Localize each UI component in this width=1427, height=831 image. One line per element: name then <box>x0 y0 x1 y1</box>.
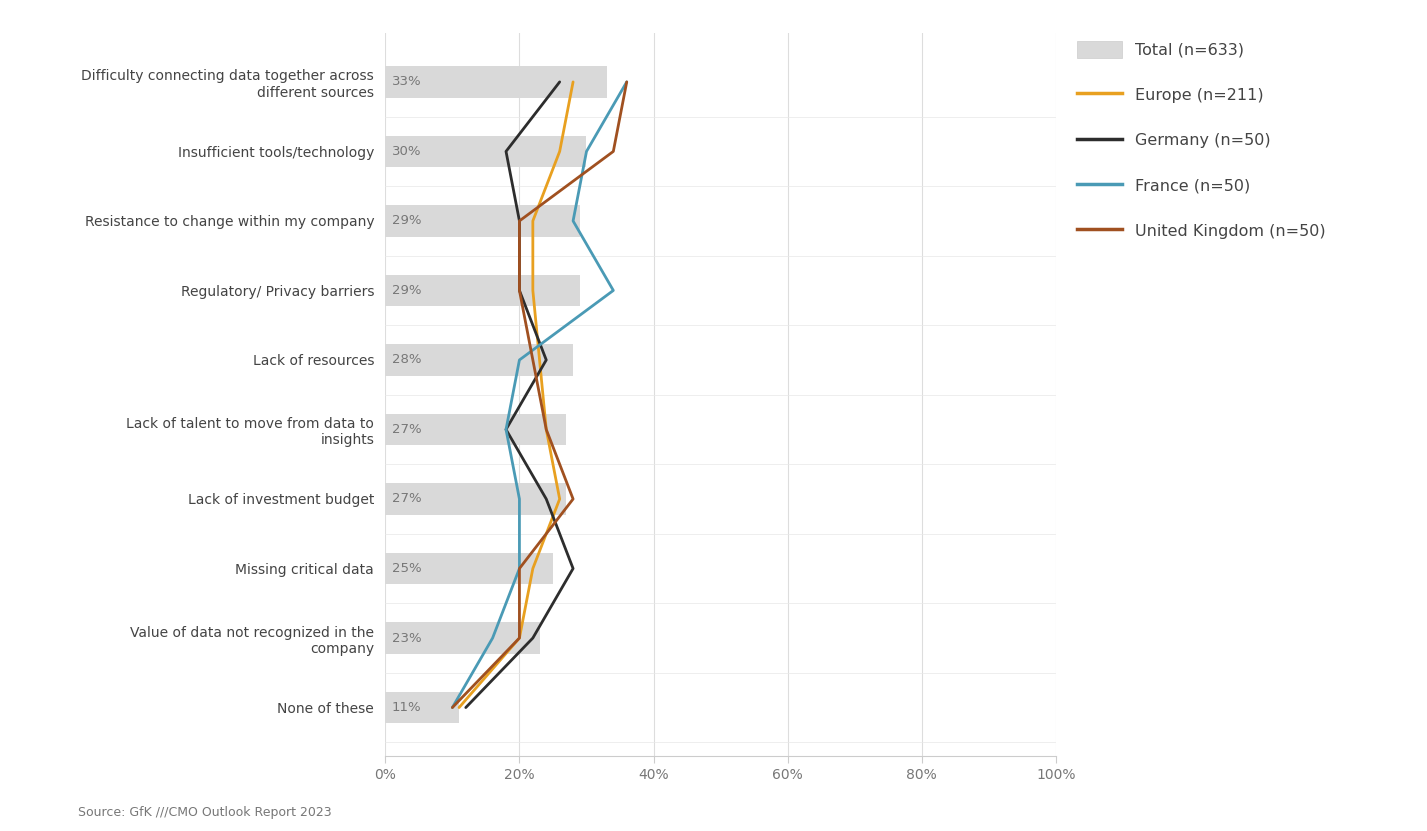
Text: 29%: 29% <box>392 284 421 297</box>
Bar <box>385 622 539 654</box>
Bar <box>385 414 567 445</box>
Text: 25%: 25% <box>392 562 421 575</box>
Text: Source: GfK ///CMO Outlook Report 2023: Source: GfK ///CMO Outlook Report 2023 <box>78 806 332 819</box>
Text: 11%: 11% <box>392 701 421 714</box>
Bar <box>385 135 586 167</box>
Bar <box>385 553 554 584</box>
Legend: Total (n=633), Europe (n=211), Germany (n=50), France (n=50), United Kingdom (n=: Total (n=633), Europe (n=211), Germany (… <box>1077 42 1326 239</box>
Bar <box>385 692 459 723</box>
Text: 27%: 27% <box>392 423 421 436</box>
Text: 28%: 28% <box>392 353 421 366</box>
Bar <box>385 66 606 97</box>
Bar <box>385 275 579 306</box>
Text: 33%: 33% <box>392 76 421 88</box>
Text: 29%: 29% <box>392 214 421 228</box>
Bar <box>385 205 579 237</box>
Text: 23%: 23% <box>392 632 421 645</box>
Text: 27%: 27% <box>392 493 421 505</box>
Text: 30%: 30% <box>392 145 421 158</box>
Bar <box>385 484 567 514</box>
Bar <box>385 344 574 376</box>
